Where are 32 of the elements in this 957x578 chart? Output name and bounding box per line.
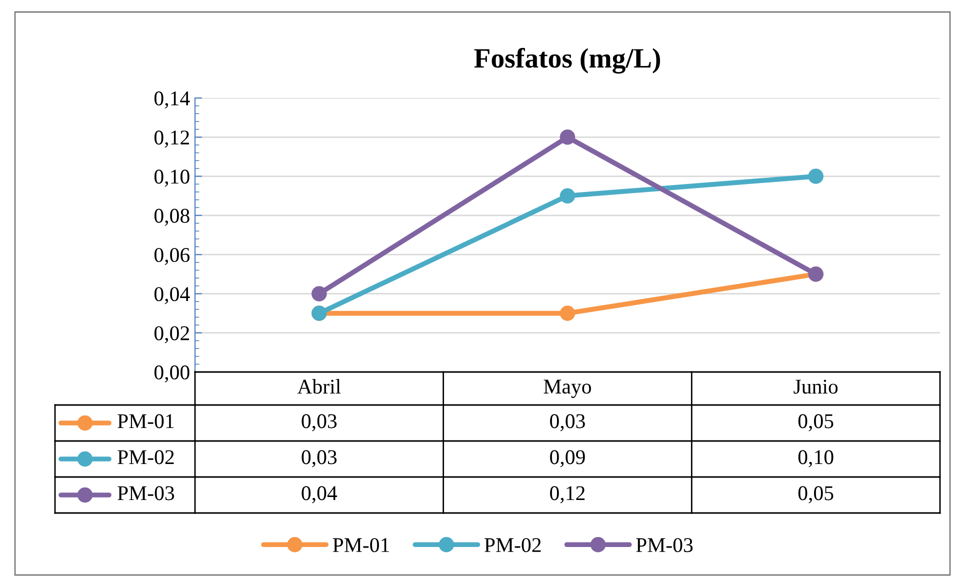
data-label: 0,10 — [798, 450, 834, 468]
y-tick-label: 0,14 — [154, 91, 190, 108]
y-tick-label: 0,08 — [154, 208, 190, 226]
x-tick-label: Mayo — [544, 380, 592, 398]
data-label: 0,03 — [302, 414, 337, 432]
y-tick-label: 0,02 — [154, 326, 189, 344]
point — [808, 168, 824, 184]
x-tick-label: Junio — [794, 380, 838, 394]
data-label: 0,12 — [550, 486, 585, 504]
legend-label: PM-02 — [118, 450, 174, 464]
chart-title: Fosfatos (mg/L) — [474, 48, 660, 74]
point — [560, 306, 576, 321]
data-label: 0,05 — [798, 486, 834, 504]
legend-label: PM-01 — [118, 414, 174, 428]
data-label: 0,09 — [550, 450, 585, 468]
text: PM-01 — [332, 538, 389, 552]
y-tick-label: 0,12 — [154, 130, 189, 148]
y-tick-label: 0,04 — [154, 287, 190, 304]
point — [560, 188, 576, 204]
legend-label: PM-03 — [118, 486, 174, 500]
data-label: 0,05 — [798, 414, 834, 432]
y-tick-label: 0,10 — [154, 170, 190, 187]
data-label: 0,03 — [302, 450, 337, 468]
y-tick-label: 0,06 — [154, 248, 190, 266]
y-tick-label: 0,00 — [154, 365, 190, 382]
x-tick-label: Abril — [297, 379, 341, 394]
text: PM-03 — [636, 538, 693, 552]
data-label: 0,03 — [550, 414, 585, 432]
data-label: 0,04 — [302, 486, 338, 504]
text: PM-02 — [484, 538, 541, 552]
point — [312, 286, 327, 302]
point — [560, 130, 576, 145]
